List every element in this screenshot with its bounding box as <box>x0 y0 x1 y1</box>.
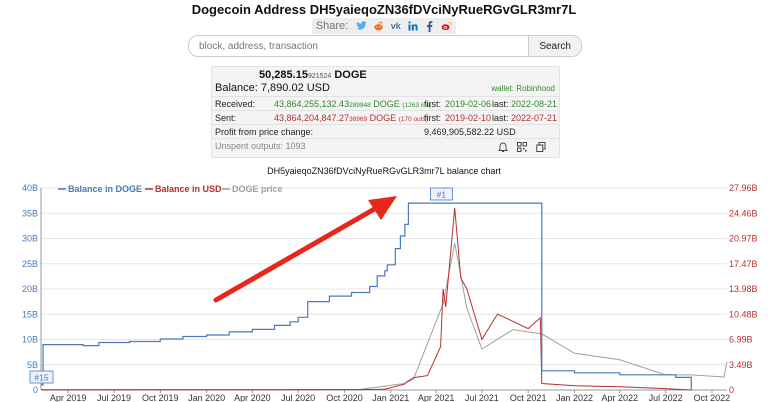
x-tick-label: Oct 2022 <box>694 393 731 402</box>
received-label: Received: <box>215 99 256 109</box>
search-bar: Search <box>188 35 582 57</box>
sent-row: Sent: 43,864,204,847.2736969 DOGE (170 o… <box>212 110 559 125</box>
x-tick-label: Jan 2020 <box>188 393 225 402</box>
share-box: Share: vk <box>311 18 457 34</box>
received-last-label: last: <box>492 99 509 109</box>
y-right-tick-label: 24.46B <box>729 208 758 218</box>
x-tick-label: Oct 2021 <box>510 393 547 402</box>
y-right-tick-label: 6.99B <box>729 335 753 345</box>
linkedin-icon[interactable] <box>407 21 418 32</box>
unspent-row: Unspent outputs: 1093 <box>212 138 559 157</box>
y-left-tick-label: 0 <box>33 385 38 395</box>
page-title: Dogecoin Address DH5yaieqoZN36fDVciNyRue… <box>191 2 577 17</box>
series-line-balance-usd <box>40 207 692 391</box>
received-amount: 43,864,255,132.43289948 DOGE (1263 ins) <box>274 99 432 109</box>
y-right-tick-label: 13.98B <box>729 284 758 294</box>
qr-code-icon[interactable] <box>517 142 527 154</box>
y-left-tick-label: 40B <box>22 183 38 193</box>
x-tick-label: Jul 2020 <box>281 393 315 402</box>
series-line-balance-doge <box>41 202 692 390</box>
balance-doge-unit: DOGE <box>334 69 367 81</box>
x-tick-label: Apr 2019 <box>50 393 87 402</box>
x-tick-label: Apr 2021 <box>418 393 455 402</box>
x-tick-label: Oct 2019 <box>142 393 179 402</box>
y-right-tick-label: 10.48B <box>729 309 758 319</box>
annotation-flag-box <box>29 370 54 384</box>
balance-doge-main: 50,285.15 <box>259 69 308 81</box>
twitter-icon[interactable] <box>356 21 367 32</box>
x-tick-label: Jul 2019 <box>97 393 131 402</box>
y-right-tick-label: 3.49B <box>729 360 753 370</box>
received-first-date: 2019-02-06 <box>445 99 492 109</box>
y-left-tick-label: 30B <box>22 234 38 244</box>
y-right-tick-label: 20.97B <box>729 234 758 244</box>
x-tick-label: Apr 2022 <box>602 393 639 402</box>
legend-entry: DOGE price <box>232 184 283 194</box>
y-right-tick-label: 0 <box>729 385 734 395</box>
balance-usd: Balance: 7,890.02 USD <box>215 82 330 94</box>
x-tick-label: Oct 2020 <box>326 393 363 402</box>
sent-amount: 43,864,204,847.2736969 DOGE (170 outs) <box>274 113 428 123</box>
search-button[interactable]: Search <box>528 36 581 56</box>
profit-value: 9,469,905,582.22 USD <box>424 127 516 137</box>
balance-chart: 0 5B 10B 15B 20B 25B 30B 35B 40B 0 3.49B 6.99B 10.48… <box>22 183 758 402</box>
annotation-flag-1: #1 <box>437 190 447 200</box>
sent-last-date: 2022-07-21 <box>511 113 558 123</box>
y-left-tick-label: 25B <box>22 259 38 269</box>
series-line-doge-price <box>40 243 728 391</box>
weibo-icon[interactable] <box>441 21 452 32</box>
share-bar: Share: vk <box>0 18 768 34</box>
received-row: Received: 43,864,255,132.43289948 DOGE (… <box>212 96 559 111</box>
x-tick-label: Jul 2021 <box>465 393 499 402</box>
y-left-tick-label: 35B <box>22 208 38 218</box>
y-left-tick-label: 10B <box>22 335 38 345</box>
x-tick-label: Jan 2021 <box>372 393 409 402</box>
sent-label: Sent: <box>215 113 237 123</box>
copy-icon[interactable] <box>536 142 546 154</box>
share-label: Share: <box>315 20 349 32</box>
search-input[interactable] <box>189 36 529 56</box>
sent-last-label: last: <box>492 113 509 123</box>
y-left-tick-label: 20B <box>22 284 38 294</box>
facebook-icon[interactable] <box>424 20 435 32</box>
vk-icon[interactable]: vk <box>390 21 401 31</box>
legend-entry: Balance in DOGE <box>68 184 142 194</box>
balance-doge: 50,285.15921524 DOGE <box>259 69 367 81</box>
unspent-outputs: Unspent outputs: 1093 <box>215 141 306 151</box>
received-last-date: 2022-08-21 <box>511 99 558 109</box>
y-left-tick-label: 15B <box>22 309 38 319</box>
annotation-flag-box <box>430 187 453 201</box>
annotation-flag-15: #15 <box>34 373 48 383</box>
y-right-tick-label: 17.47B <box>729 259 758 269</box>
profit-label: Profit from price change: <box>215 127 314 137</box>
y-right-tick-label: 27.96B <box>729 183 758 193</box>
sent-first-label: first: <box>424 113 441 123</box>
sent-first-date: 2019-02-10 <box>445 113 492 123</box>
x-tick-label: Apr 2020 <box>234 393 271 402</box>
x-tick-label: Jul 2022 <box>649 393 683 402</box>
reddit-icon[interactable] <box>373 21 384 32</box>
wallet-link[interactable]: wallet: Robinhood <box>491 84 555 93</box>
chart-title: DH5yaieqoZN36fDVciNyRueRGvGLR3mr7L balan… <box>267 166 501 176</box>
legend-entry: Balance in USD <box>155 184 222 194</box>
address-info-panel: 50,285.15921524 DOGE Balance: 7,890.02 U… <box>211 66 560 158</box>
received-first-label: first: <box>424 99 441 109</box>
x-tick-label: Jan 2022 <box>556 393 593 402</box>
profit-row: Profit from price change: 9,469,905,582.… <box>212 124 559 139</box>
balance-doge-small: 921524 <box>307 73 332 80</box>
bell-icon[interactable] <box>498 142 508 155</box>
y-left-tick-label: 5B <box>27 360 38 370</box>
